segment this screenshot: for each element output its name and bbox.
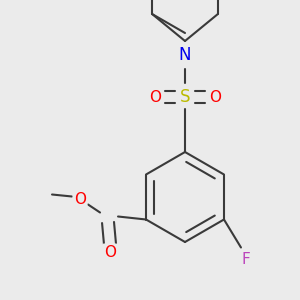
- Text: O: O: [74, 192, 86, 207]
- Text: O: O: [104, 245, 116, 260]
- Text: F: F: [242, 252, 250, 267]
- Text: S: S: [180, 88, 190, 106]
- Text: O: O: [209, 89, 221, 104]
- Text: O: O: [149, 89, 161, 104]
- Text: N: N: [179, 46, 191, 64]
